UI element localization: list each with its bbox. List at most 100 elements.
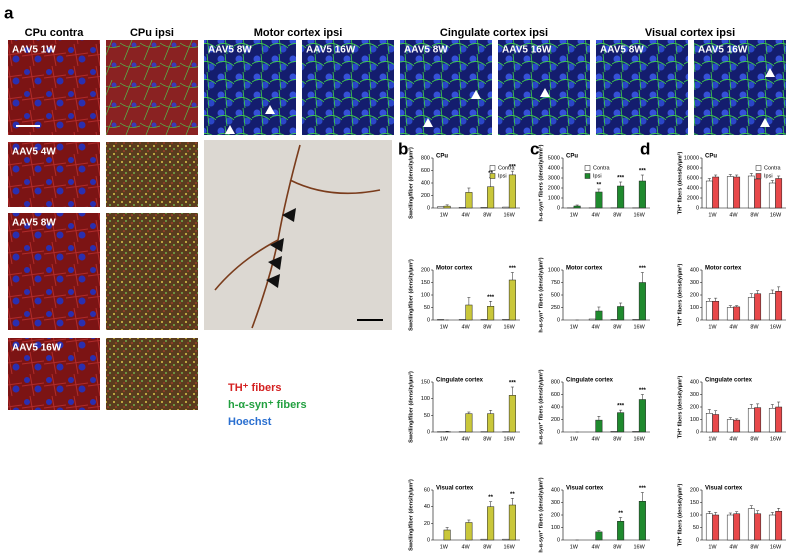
x-tick-label: 1W	[708, 324, 717, 330]
y-tick-label: 100	[421, 396, 430, 402]
bar	[437, 319, 445, 321]
bar	[573, 205, 581, 209]
bar	[712, 176, 720, 209]
y-tick-label: 100	[690, 305, 699, 311]
significance: ***	[509, 381, 517, 387]
bar	[487, 506, 495, 541]
x-tick-label: 4W	[729, 324, 738, 330]
chart-title: Motor cortex	[566, 266, 603, 272]
image-tile	[106, 40, 198, 135]
image-tile	[302, 40, 394, 135]
y-tick-label: 200	[421, 267, 430, 273]
legend-text: Ipsi	[593, 173, 602, 179]
x-tick-label: 1W	[708, 212, 717, 218]
tile-label: AAV5 8W	[12, 218, 56, 229]
chart-title: Visual cortex	[705, 486, 743, 492]
y-tick-label: 300	[690, 392, 699, 398]
bar	[754, 513, 762, 541]
y-tick-label: 200	[690, 487, 699, 493]
legend-swatch	[755, 173, 762, 179]
bar	[747, 297, 755, 321]
y-tick-label: 4000	[687, 185, 699, 191]
x-tick-label: 8W	[750, 436, 759, 442]
y-tick-label: 150	[421, 280, 430, 286]
y-tick-label: 400	[690, 379, 699, 385]
y-tick-label: 300	[551, 500, 560, 506]
legend-text: TH⁺ fibers	[228, 382, 281, 394]
bar	[595, 419, 603, 433]
y-tick-label: 1000	[548, 267, 560, 273]
bar	[705, 301, 713, 321]
bar	[726, 307, 734, 321]
tile-label: AAV5 16W	[12, 343, 62, 354]
column-title: CPu contra	[25, 27, 85, 39]
chart-title: Motor cortex	[705, 266, 742, 272]
x-tick-label: 16W	[770, 212, 782, 218]
y-tick-label: 400	[551, 487, 560, 493]
x-tick-label: 8W	[750, 544, 759, 550]
tile-label: AAV5 1W	[12, 45, 56, 56]
bar	[508, 279, 516, 321]
bar	[487, 306, 495, 321]
y-tick-label: 0	[557, 317, 560, 323]
significance: ***	[639, 486, 647, 492]
y-tick-label: 600	[551, 392, 560, 398]
y-tick-label: 0	[557, 537, 560, 543]
bar	[733, 419, 741, 433]
x-tick-label: 8W	[483, 436, 492, 442]
bar	[726, 419, 734, 433]
panel-label: d	[640, 139, 650, 158]
bar	[617, 521, 625, 541]
y-tick-label: 150	[421, 379, 430, 385]
bar	[733, 306, 741, 321]
y-tick-label: 10000	[684, 155, 699, 161]
image-tile	[8, 338, 100, 410]
bar	[705, 513, 713, 541]
x-tick-label: 16W	[633, 212, 645, 218]
x-tick-label: 16W	[633, 324, 645, 330]
legend-text: Ipsi	[764, 173, 773, 179]
bar	[747, 408, 755, 433]
bar	[480, 538, 488, 541]
arrowhead	[540, 88, 550, 97]
y-tick-label: 100	[690, 512, 699, 518]
axis-label: TH⁺ fibers (density/µm²)	[676, 484, 683, 547]
bar	[775, 511, 783, 541]
bar	[768, 182, 776, 209]
image-tile	[106, 213, 198, 330]
chart-title: Visual cortex	[566, 486, 604, 492]
bar	[508, 174, 516, 209]
bar	[465, 522, 473, 541]
bar	[443, 529, 451, 541]
bar	[502, 319, 510, 321]
axis-label: Swelling/fiber (density/µm²)	[407, 259, 414, 331]
x-tick-label: 1W	[440, 544, 449, 550]
x-tick-label: 16W	[633, 544, 645, 550]
x-tick-label: 1W	[708, 544, 717, 550]
arrowhead	[225, 125, 235, 134]
bar	[610, 319, 618, 321]
bar	[747, 508, 755, 541]
image-tile	[106, 142, 198, 207]
legend-text: Contra	[498, 165, 515, 171]
chart-title: Cingulate cortex	[705, 378, 753, 384]
legend-swatch	[489, 165, 496, 171]
bar	[502, 206, 510, 209]
axis-label: h-α-syn⁺ fibers (density/mm²)	[537, 144, 544, 221]
bar	[617, 185, 625, 209]
x-tick-label: 8W	[750, 212, 759, 218]
x-tick-label: 4W	[462, 436, 471, 442]
y-tick-label: 4000	[548, 165, 560, 171]
bar	[443, 205, 451, 209]
significance: ***	[617, 404, 625, 410]
axis-label: TH⁺ fibers (density/µm²)	[676, 264, 683, 327]
significance: ***	[639, 169, 647, 175]
bar	[775, 291, 783, 321]
y-tick-label: 0	[696, 317, 699, 323]
y-tick-label: 500	[551, 292, 560, 298]
image-tile	[8, 142, 100, 207]
x-tick-label: 4W	[462, 544, 471, 550]
bar	[502, 538, 510, 541]
chart-title: CPu	[436, 154, 448, 160]
